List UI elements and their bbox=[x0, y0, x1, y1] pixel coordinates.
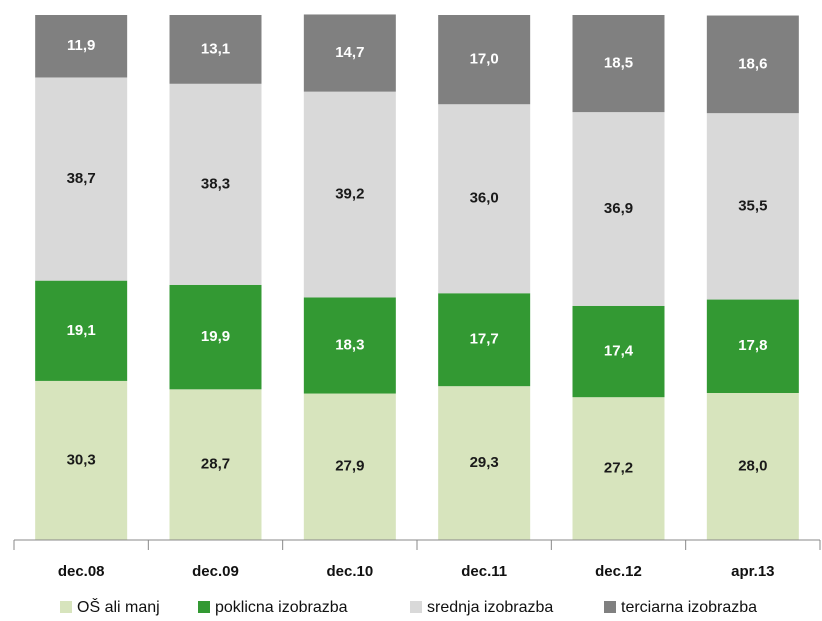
bar-segment bbox=[303, 91, 396, 298]
bar-segment bbox=[169, 284, 262, 390]
legend-label: srednja izobrazba bbox=[427, 599, 553, 616]
value-label: 17,4 bbox=[604, 342, 634, 359]
value-label: 17,0 bbox=[470, 51, 499, 68]
bar-segment bbox=[572, 15, 665, 113]
value-label: 18,6 bbox=[738, 55, 767, 72]
bar-segment bbox=[35, 15, 128, 78]
bar-segment bbox=[303, 297, 396, 394]
bar-segment bbox=[572, 397, 665, 540]
value-label: 19,1 bbox=[67, 322, 96, 339]
value-label: 28,0 bbox=[738, 457, 767, 474]
bar-segment bbox=[303, 393, 396, 540]
x-tick-label: dec.10 bbox=[326, 563, 373, 580]
bar-segment bbox=[572, 112, 665, 306]
bar-segment bbox=[438, 293, 531, 387]
value-label: 38,3 bbox=[201, 175, 230, 192]
value-label: 13,1 bbox=[201, 40, 230, 57]
bar-segment bbox=[169, 83, 262, 285]
bar-segment bbox=[706, 393, 799, 540]
value-label: 27,2 bbox=[604, 460, 633, 477]
legend-swatch bbox=[60, 601, 72, 613]
bar-segment bbox=[169, 15, 262, 84]
value-label: 17,7 bbox=[470, 331, 499, 348]
value-label: 36,0 bbox=[470, 190, 499, 207]
bar-segment bbox=[572, 305, 665, 398]
x-tick-label: dec.08 bbox=[58, 563, 105, 580]
legend-label: OŠ ali manj bbox=[77, 597, 160, 616]
x-tick-label: dec.09 bbox=[192, 563, 239, 580]
bar-segment bbox=[169, 389, 262, 540]
value-label: 30,3 bbox=[67, 451, 96, 468]
value-label: 38,7 bbox=[67, 170, 96, 187]
value-label: 35,5 bbox=[738, 197, 767, 214]
bar-segment bbox=[35, 77, 128, 281]
bar-segment bbox=[438, 386, 531, 540]
value-label: 39,2 bbox=[335, 186, 364, 203]
value-label: 17,8 bbox=[738, 337, 767, 354]
value-label: 19,9 bbox=[201, 328, 230, 345]
x-tick-label: dec.11 bbox=[461, 563, 507, 580]
bar-segment bbox=[706, 299, 799, 393]
legend-label: terciarna izobrazba bbox=[621, 599, 757, 616]
value-label: 28,7 bbox=[201, 456, 230, 473]
x-tick-label: dec.12 bbox=[595, 563, 642, 580]
legend-swatch bbox=[410, 601, 422, 613]
bar-segment bbox=[35, 280, 128, 381]
value-label: 29,3 bbox=[470, 454, 499, 471]
value-label: 18,5 bbox=[604, 55, 633, 72]
bar-segment bbox=[303, 14, 396, 92]
legend-swatch bbox=[604, 601, 616, 613]
legend-label: poklicna izobrazba bbox=[215, 599, 348, 616]
bar-segment bbox=[706, 113, 799, 300]
value-label: 14,7 bbox=[335, 44, 364, 61]
bar-segment bbox=[438, 104, 531, 294]
x-tick-label: apr.13 bbox=[731, 563, 774, 580]
value-label: 18,3 bbox=[335, 336, 364, 353]
bar-segment bbox=[706, 15, 799, 114]
bar-segment bbox=[438, 15, 531, 105]
value-label: 36,9 bbox=[604, 200, 633, 217]
value-label: 27,9 bbox=[335, 458, 364, 475]
legend-swatch bbox=[198, 601, 210, 613]
bar-segment bbox=[35, 380, 128, 540]
value-label: 11,9 bbox=[67, 37, 95, 54]
